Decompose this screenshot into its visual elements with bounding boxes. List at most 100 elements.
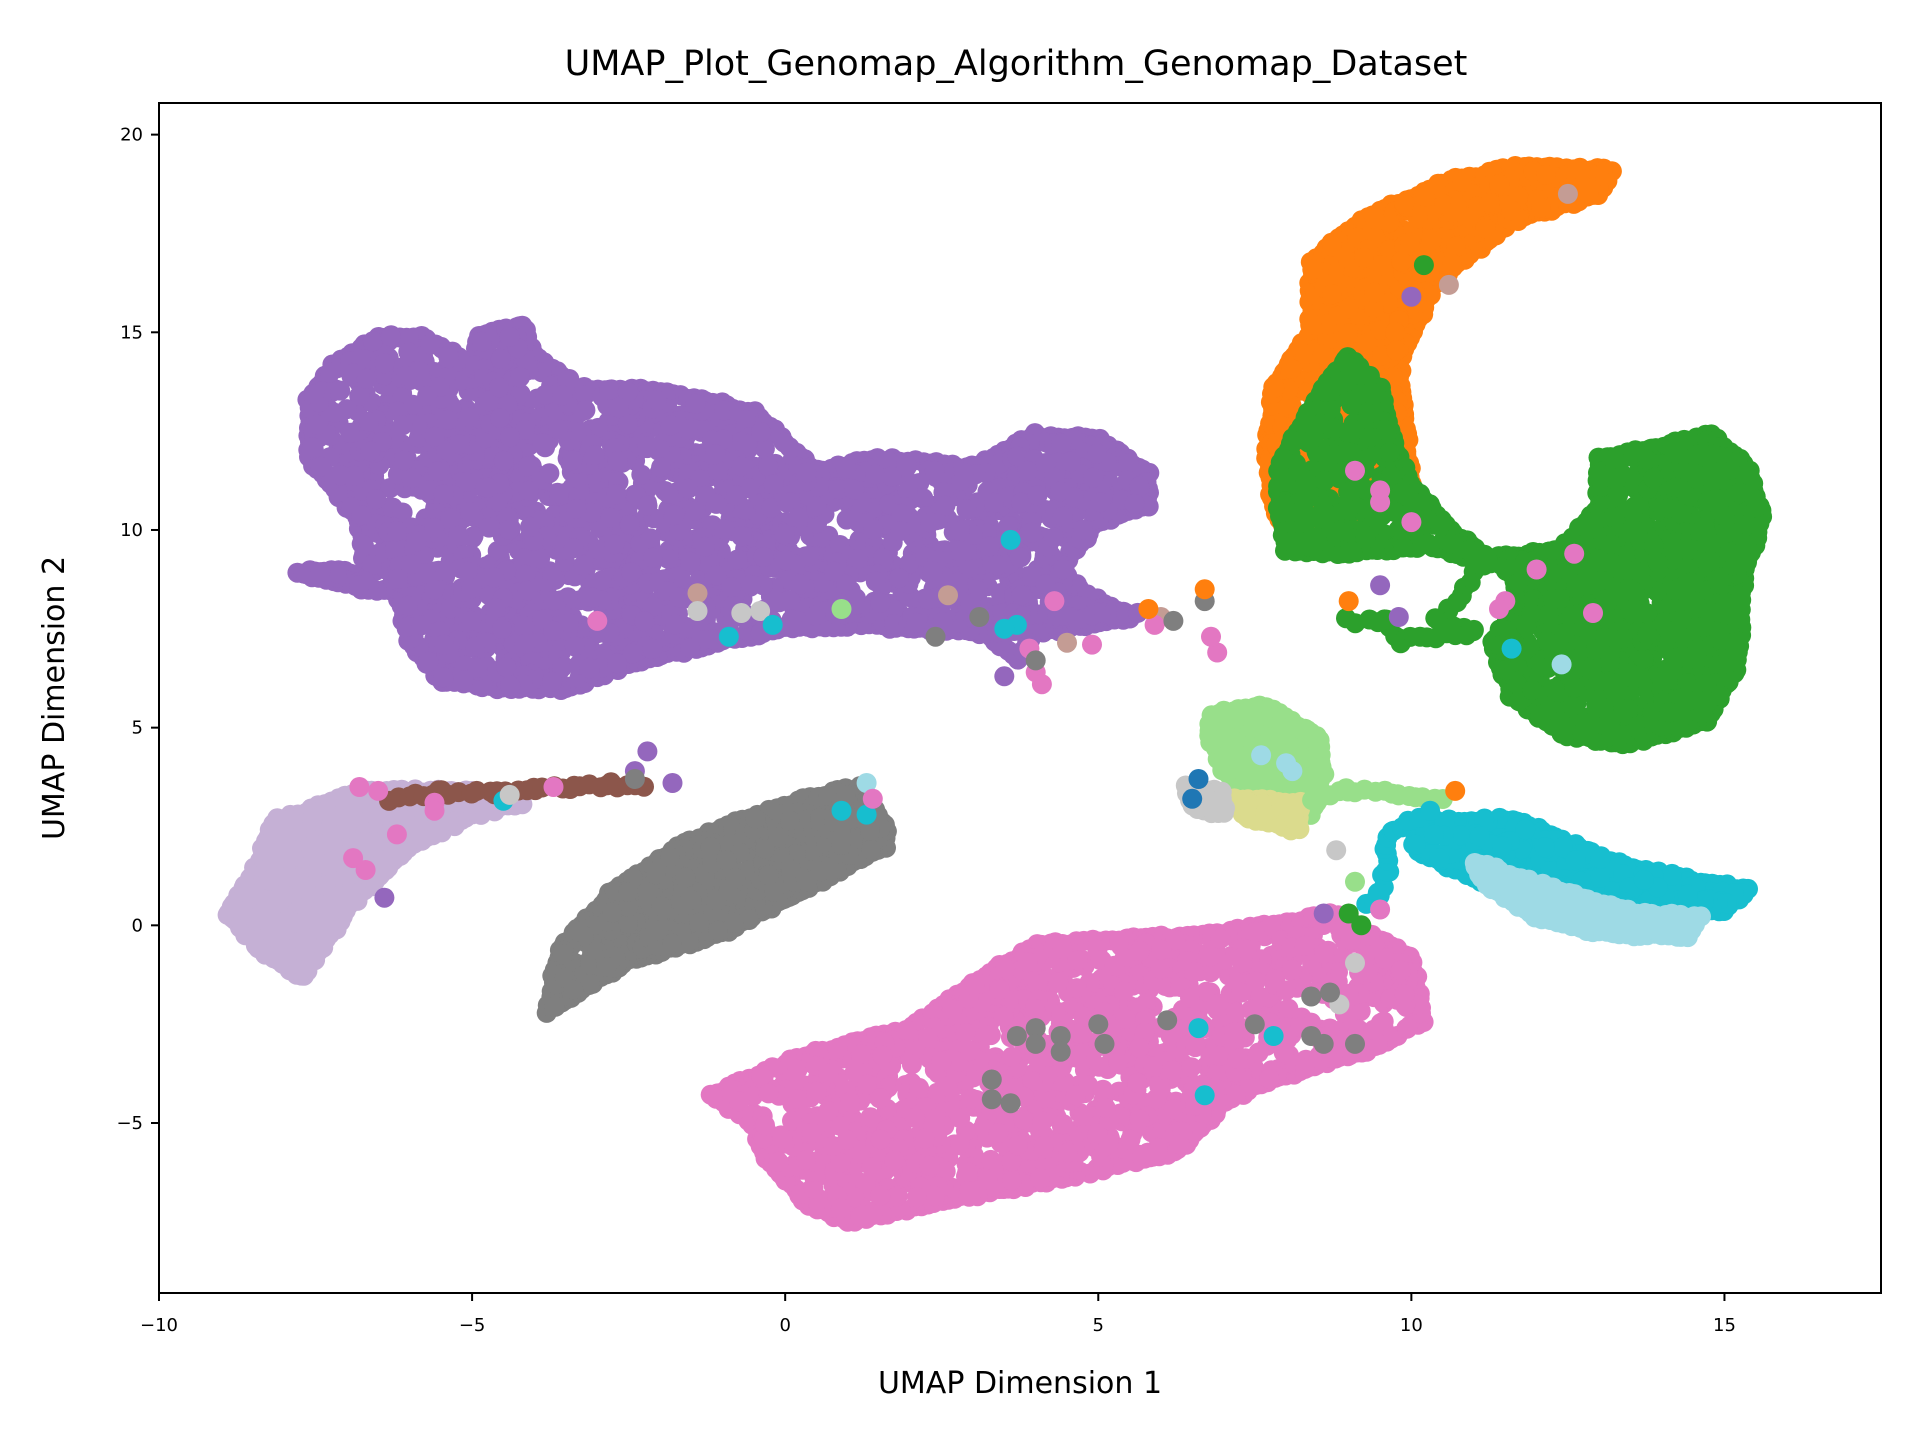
cluster-0-point [1052,506,1073,527]
cluster-0-point [824,561,845,582]
cluster-0-point [548,483,569,504]
cluster-0-point [664,505,685,526]
cluster-0-point [844,479,865,500]
cluster-0-point [557,370,578,391]
cluster-0-point [543,620,564,641]
cluster-0-point [665,614,686,635]
cluster-0-point [607,451,628,471]
cluster-0-point [584,445,605,466]
cluster-0-point [769,592,790,613]
cluster-0-point [753,547,774,567]
cluster-0-point [457,561,478,582]
cluster-0-point [307,414,328,435]
cluster-0-point [532,433,553,453]
cluster-0-point [1021,522,1042,543]
cluster-0-point [618,414,638,435]
cluster-0-point [424,579,445,600]
cluster-1-point [1452,171,1473,192]
cluster-0-point [418,651,439,672]
cluster-0-point [310,456,331,477]
cluster-0-point [552,385,573,406]
cluster-0-point [420,334,441,355]
cluster-0-point [836,458,857,479]
cluster-0-point [436,560,457,581]
cluster-0-point [433,667,454,688]
cluster-0-point [427,461,448,482]
cluster-0-point [518,480,539,501]
cluster-1-point [1385,322,1406,343]
cluster-0-point [356,368,377,389]
cluster-0-point [906,612,927,633]
cluster-0-point [1043,527,1064,548]
cluster-0-point [669,587,690,608]
cluster-0-point [774,432,795,453]
cluster-0-point [360,441,381,462]
cluster-0-point [424,518,445,539]
cluster-0-point [848,548,869,569]
cluster-0-point [366,489,387,510]
cluster-0-point [295,564,316,584]
cluster-0-point [780,492,801,513]
cluster-0-point [621,562,642,583]
cluster-0-point [514,634,535,654]
cluster-0-point [754,438,775,459]
cluster-0-point [873,548,893,569]
cluster-0-point [642,547,663,568]
cluster-0-point [774,524,795,545]
cluster-0-point [706,565,727,586]
cluster-0-point [870,592,891,613]
cluster-0-point [890,521,911,541]
cluster-0-point [737,434,758,455]
cluster-0-point [514,548,535,569]
cluster-0-point [471,331,492,352]
cluster-0-point [574,385,595,406]
cluster-0-point [566,498,587,519]
cluster-0-point [600,507,621,528]
cluster-0-point [865,464,886,485]
cluster-0-point [1083,467,1104,488]
cluster-0-point [617,382,638,402]
cluster-0-point [761,497,782,518]
cluster-0-point [487,541,508,561]
cluster-0-point [461,610,482,631]
cluster-1-point [1364,282,1385,303]
cluster-0-point [401,467,422,488]
cluster-1-point [1415,186,1436,207]
cluster-0-point [592,570,612,591]
cluster-0-point [828,479,849,500]
cluster-0-point [634,611,655,632]
cluster-0-point [374,353,395,374]
cluster-0-point [799,546,820,567]
cluster-0-point [304,384,325,404]
cluster-0-point [735,409,756,430]
cluster-0-point [467,657,488,678]
cluster-0-point [726,485,747,506]
cluster-0-point [398,328,419,349]
cluster-0-point [349,575,370,596]
cluster-0-point [583,587,604,608]
cluster-0-point [465,636,485,657]
cluster-0-point [573,555,594,576]
scatter-marks [217,156,1773,1232]
cluster-0-point [1027,485,1048,506]
cluster-0-point [706,493,727,514]
cluster-0-point [340,422,360,443]
cluster-0-point [935,495,956,516]
cluster-0-point [714,519,735,540]
cluster-0-point [411,615,432,636]
cluster-0-point [805,605,826,626]
cluster-0-point [330,380,351,401]
cluster-1-point [1421,230,1442,251]
cluster-0-point [433,634,454,655]
cluster-0-point [406,531,427,552]
cluster-0-point [956,540,977,561]
cluster-0-point [658,548,679,569]
cluster-0-point [575,400,596,421]
cluster-0-point [392,415,413,436]
cluster-0-point [727,549,748,570]
cluster-0-point [437,409,458,430]
cluster-1-point [1364,208,1385,229]
cluster-1-point [1338,298,1359,319]
cluster-0-point [563,538,584,559]
